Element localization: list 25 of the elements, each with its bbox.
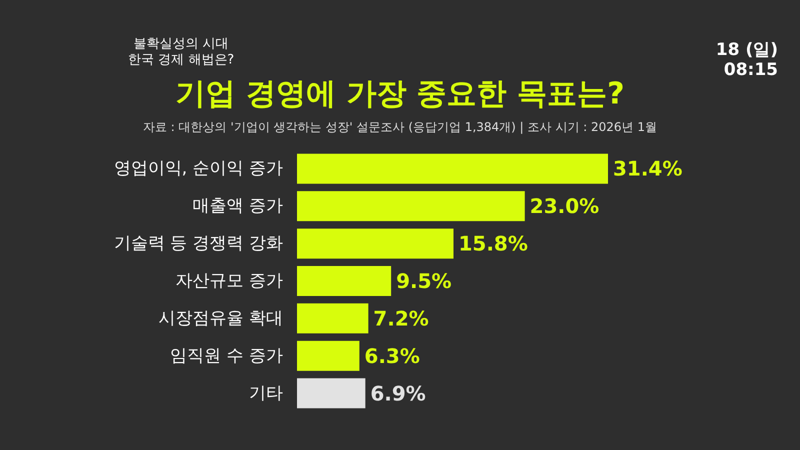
data-label: 7.2% bbox=[373, 306, 429, 330]
bar bbox=[297, 154, 608, 184]
data-label: 6.9% bbox=[370, 381, 426, 406]
y-tick-label: 임직원 수 증가 bbox=[170, 346, 283, 366]
text: 18 (일) 08:15 bbox=[716, 40, 778, 80]
data-label: 23.0% bbox=[530, 194, 600, 218]
text: 불확실성의 시대 한국 경제 해법은? bbox=[128, 36, 234, 68]
y-tick-label: 시장점유율 확대 bbox=[158, 308, 283, 328]
bar bbox=[297, 303, 368, 334]
y-tick-label: 기타 bbox=[249, 383, 283, 404]
data-label: 9.5% bbox=[396, 269, 452, 293]
y-tick-label: 자산규모 증가 bbox=[176, 271, 283, 291]
bar bbox=[297, 378, 366, 408]
bar bbox=[297, 228, 454, 259]
y-tick-label: 기술력 등 경쟁력 강화 bbox=[114, 234, 283, 254]
data-label: 6.3% bbox=[364, 344, 420, 368]
data-label: 31.4% bbox=[613, 156, 682, 181]
bar bbox=[297, 340, 360, 371]
bar bbox=[297, 191, 525, 222]
chart-subtitle: 자료 : 대한상의 '기업이 생각하는 성장' 설문조사 (응답기업 1,384개) | 조사 시기 : 2026년 1월 bbox=[142, 120, 658, 134]
data-label: 15.8% bbox=[458, 232, 528, 256]
y-tick-label: 영업이익, 순이익 증가 bbox=[114, 158, 283, 179]
y-tick-label: 매출액 증가 bbox=[192, 196, 283, 216]
chart-title: 기업 경영에 가장 중요한 목표는? bbox=[175, 76, 625, 112]
bar bbox=[297, 266, 392, 296]
